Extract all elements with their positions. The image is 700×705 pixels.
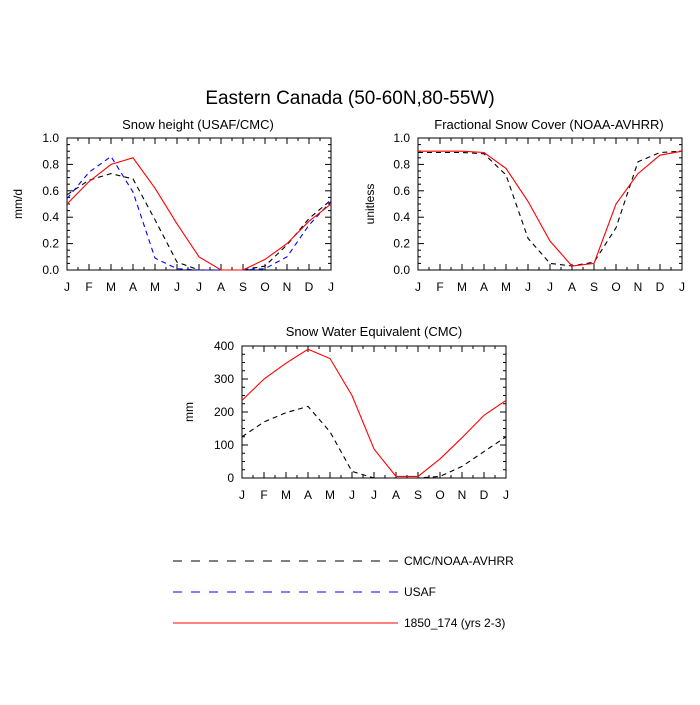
- legend: CMC/NOAA-AVHRR USAF 1850_174 (yrs 2-3): [173, 554, 514, 630]
- fractional-snow-cover-x-tick-label: A: [568, 280, 576, 294]
- figure-title: Eastern Canada (50-60N,80-55W): [205, 88, 494, 109]
- snow-water-equivalent-x-tick-label: M: [325, 488, 335, 502]
- snow-water-equivalent-x-tick-label: A: [392, 488, 400, 502]
- fractional-snow-cover-ylabel: unitless: [363, 184, 377, 225]
- snow-water-equivalent-y-tick-label: 100: [214, 438, 234, 452]
- snow-height-x-tick-label: M: [150, 280, 160, 294]
- snow-water-equivalent-y-tick-label: 300: [214, 372, 234, 386]
- snow-water-equivalent-x-tick-label: M: [281, 488, 291, 502]
- snow-height-ylabel: mm/d: [11, 189, 25, 219]
- fractional-snow-cover-x-tick-label: S: [590, 280, 598, 294]
- fractional-snow-cover-x-tick-label: F: [436, 280, 443, 294]
- snow-height-x-tick-label: M: [106, 280, 116, 294]
- fractional-snow-cover-y-tick-label: 0.2: [393, 237, 410, 251]
- fractional-snow-cover-x-tick-label: M: [457, 280, 467, 294]
- snow-height-x-tick-label: D: [305, 280, 314, 294]
- fractional-snow-cover-x-tick-label: J: [679, 280, 685, 294]
- snow-height-y-tick-label: 1.0: [42, 131, 59, 145]
- fractional-snow-cover-series-cmc: [418, 150, 683, 267]
- fractional-snow-cover-x-tick-label: M: [501, 280, 511, 294]
- fractional-snow-cover-x-tick-label: D: [656, 280, 665, 294]
- legend-entry-usaf: USAF: [173, 585, 436, 599]
- snow-height-y-tick-label: 0.8: [42, 157, 59, 171]
- snow-water-equivalent-x-tick-label: F: [260, 488, 267, 502]
- snow-height-x-tick-label: J: [64, 280, 70, 294]
- legend-entry-cmc: CMC/NOAA-AVHRR: [173, 554, 514, 568]
- snow-height-x-tick-label: J: [328, 280, 334, 294]
- snow-height-x-tick-label: J: [174, 280, 180, 294]
- fractional-snow-cover-x-tick-label: J: [525, 280, 531, 294]
- fractional-snow-cover-y-tick-label: 0.6: [393, 184, 410, 198]
- snow-water-equivalent-y-tick-label: 0: [227, 471, 234, 485]
- fractional-snow-cover-panel: Fractional Snow Cover (NOAA-AVHRR) unitl…: [363, 117, 685, 294]
- snow-height-title: Snow height (USAF/CMC): [122, 117, 274, 132]
- fractional-snow-cover-y-tick-label: 0.4: [393, 210, 410, 224]
- snow-water-equivalent-x-tick-label: O: [435, 488, 444, 502]
- legend-entry-model: 1850_174 (yrs 2-3): [173, 616, 505, 630]
- snow-water-equivalent-x-tick-label: J: [349, 488, 355, 502]
- snow-water-equivalent-x-tick-label: D: [480, 488, 489, 502]
- snow-height-x-tick-label: A: [129, 280, 137, 294]
- legend-label-model: 1850_174 (yrs 2-3): [404, 616, 505, 630]
- fractional-snow-cover-x-tick-label: J: [415, 280, 421, 294]
- snow-height-y-tick-label: 0.4: [42, 210, 59, 224]
- fractional-snow-cover-series-model: [418, 150, 683, 267]
- snow-height-x-tick-label: S: [239, 280, 247, 294]
- snow-water-equivalent-y-tick-label: 200: [214, 405, 234, 419]
- snow-water-equivalent-series-model: [241, 348, 507, 477]
- fractional-snow-cover-x-tick-label: N: [634, 280, 643, 294]
- fractional-snow-cover-y-tick-label: 0.0: [393, 263, 410, 277]
- snow-height-x-tick-label: J: [196, 280, 202, 294]
- legend-label-cmc: CMC/NOAA-AVHRR: [404, 554, 514, 568]
- snow-water-equivalent-x-tick-label: A: [304, 488, 312, 502]
- legend-label-usaf: USAF: [404, 585, 436, 599]
- snow-water-equivalent-x-tick-label: J: [503, 488, 509, 502]
- snow-water-equivalent-y-tick-label: 400: [214, 339, 234, 353]
- snow-height-y-tick-label: 0.2: [42, 237, 59, 251]
- snow-height-series-cmc: [66, 173, 332, 271]
- snow-water-equivalent-x-tick-label: S: [414, 488, 422, 502]
- snow-height-series-usaf: [66, 155, 332, 271]
- fractional-snow-cover-y-tick-label: 1.0: [393, 131, 410, 145]
- fractional-snow-cover-x-tick-label: O: [611, 280, 620, 294]
- snow-water-equivalent-x-tick-label: J: [371, 488, 377, 502]
- fractional-snow-cover-y-tick-label: 0.8: [393, 157, 410, 171]
- snow-height-x-tick-label: O: [260, 280, 269, 294]
- snow-water-equivalent-x-tick-label: N: [458, 488, 467, 502]
- fractional-snow-cover-x-tick-label: J: [547, 280, 553, 294]
- snow-height-x-tick-label: N: [283, 280, 292, 294]
- snow-water-equivalent-ylabel: mm: [182, 402, 196, 422]
- snow-height-x-tick-label: A: [217, 280, 225, 294]
- snow-height-x-tick-label: F: [85, 280, 92, 294]
- fractional-snow-cover-x-tick-label: A: [480, 280, 488, 294]
- snow-water-equivalent-series-cmc: [241, 405, 507, 479]
- fractional-snow-cover-plot-frame: [417, 137, 683, 271]
- snow-water-equivalent-x-tick-label: J: [239, 488, 245, 502]
- snow-height-series-model: [66, 157, 332, 271]
- snow-height-y-tick-label: 0.0: [42, 263, 59, 277]
- fractional-snow-cover-title: Fractional Snow Cover (NOAA-AVHRR): [434, 117, 663, 132]
- snow-water-equivalent-title: Snow Water Equivalent (CMC): [286, 324, 463, 339]
- snow-height-y-tick-label: 0.6: [42, 184, 59, 198]
